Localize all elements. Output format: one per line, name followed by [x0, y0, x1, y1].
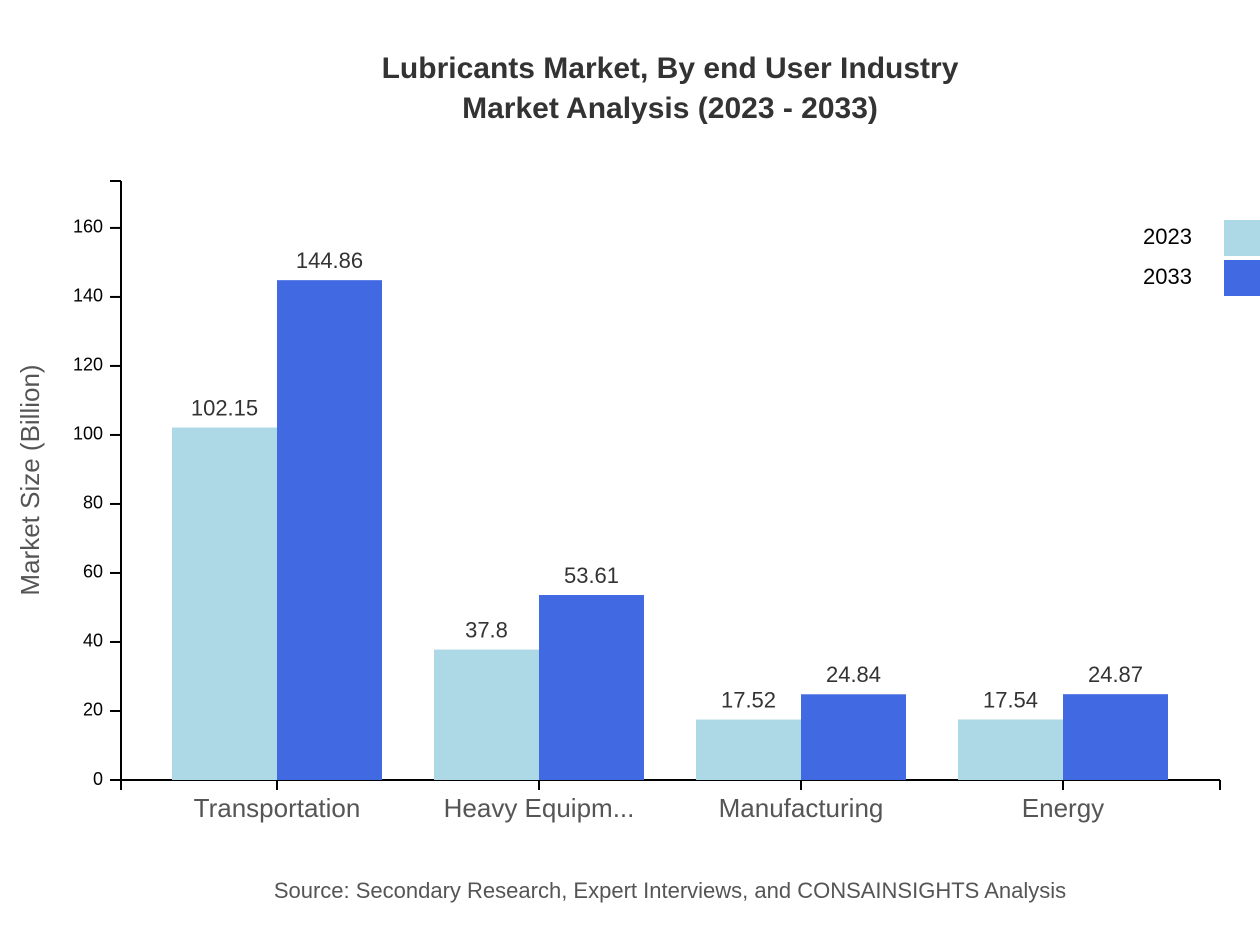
value-label: 53.61	[564, 563, 619, 588]
value-label: 37.8	[465, 617, 508, 642]
bar	[539, 595, 644, 780]
y-tick-label: 100	[73, 424, 103, 444]
y-tick-label: 160	[73, 217, 103, 237]
y-tick-label: 40	[83, 631, 103, 651]
bar	[277, 280, 382, 780]
y-tick-label: 20	[83, 700, 103, 720]
legend-swatch	[1224, 220, 1260, 256]
chart-title: Lubricants Market, By end User Industry	[382, 52, 959, 85]
x-tick-label: Heavy Equipm...	[444, 793, 635, 823]
y-tick-label: 0	[93, 769, 103, 789]
value-label: 17.52	[721, 687, 776, 712]
source-note: Source: Secondary Research, Expert Inter…	[274, 878, 1066, 903]
x-tick-label: Energy	[1022, 793, 1104, 823]
bar	[172, 427, 277, 780]
value-label: 24.84	[826, 662, 881, 687]
legend-label: 2033	[1143, 264, 1192, 289]
chart-subtitle: Market Analysis (2023 - 2033)	[462, 92, 878, 125]
x-tick-label: Manufacturing	[719, 793, 884, 823]
value-label: 102.15	[191, 395, 258, 420]
bar	[696, 719, 801, 780]
y-tick-label: 80	[83, 493, 103, 513]
value-label: 17.54	[983, 687, 1038, 712]
bar	[434, 649, 539, 780]
y-tick-label: 60	[83, 562, 103, 582]
y-tick-label: 140	[73, 286, 103, 306]
bar	[958, 719, 1063, 780]
value-label: 144.86	[296, 248, 363, 273]
value-label: 24.87	[1088, 662, 1143, 687]
x-tick-label: Transportation	[194, 793, 361, 823]
legend-label: 2023	[1143, 224, 1192, 249]
y-tick-label: 120	[73, 355, 103, 375]
bar	[801, 694, 906, 780]
y-axis-label: Market Size (Billion)	[15, 364, 45, 595]
legend-swatch	[1224, 260, 1260, 296]
bar	[1063, 694, 1168, 780]
